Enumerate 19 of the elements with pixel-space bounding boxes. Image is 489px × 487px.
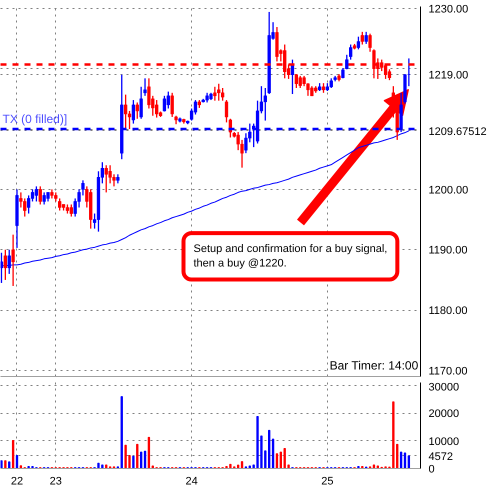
- y-tick-label: 0: [428, 464, 435, 476]
- annotation: Bar Timer: 14:00: [330, 358, 419, 372]
- y-tick-label: 1170.00: [428, 365, 468, 378]
- y-tick-label: 1219.00: [428, 70, 468, 82]
- y-tick-label: 1209.67512: [428, 126, 487, 138]
- y-tick-label: 30000: [428, 382, 460, 394]
- y-tick-label: 1180.00: [428, 305, 468, 318]
- ref-line-label: TX (0 filled)]: [2, 112, 68, 126]
- x-tick-label: 25: [321, 476, 334, 487]
- annotation: Setup and confirmation for a buy signal, then a buy @1220.: [194, 243, 388, 270]
- y-tick-label: 20000: [428, 408, 460, 420]
- y-tick-label: 1190.00: [428, 244, 468, 257]
- y-tick-label: 1200.00: [428, 184, 468, 196]
- x-tick-label: 22: [10, 476, 24, 487]
- x-tick-label: 24: [185, 476, 198, 487]
- x-tick-label: 23: [50, 476, 62, 487]
- y-tick-label: 10000: [428, 436, 460, 448]
- y-tick-label: 4572: [428, 450, 453, 463]
- y-tick-label: 1230.00: [428, 3, 468, 16]
